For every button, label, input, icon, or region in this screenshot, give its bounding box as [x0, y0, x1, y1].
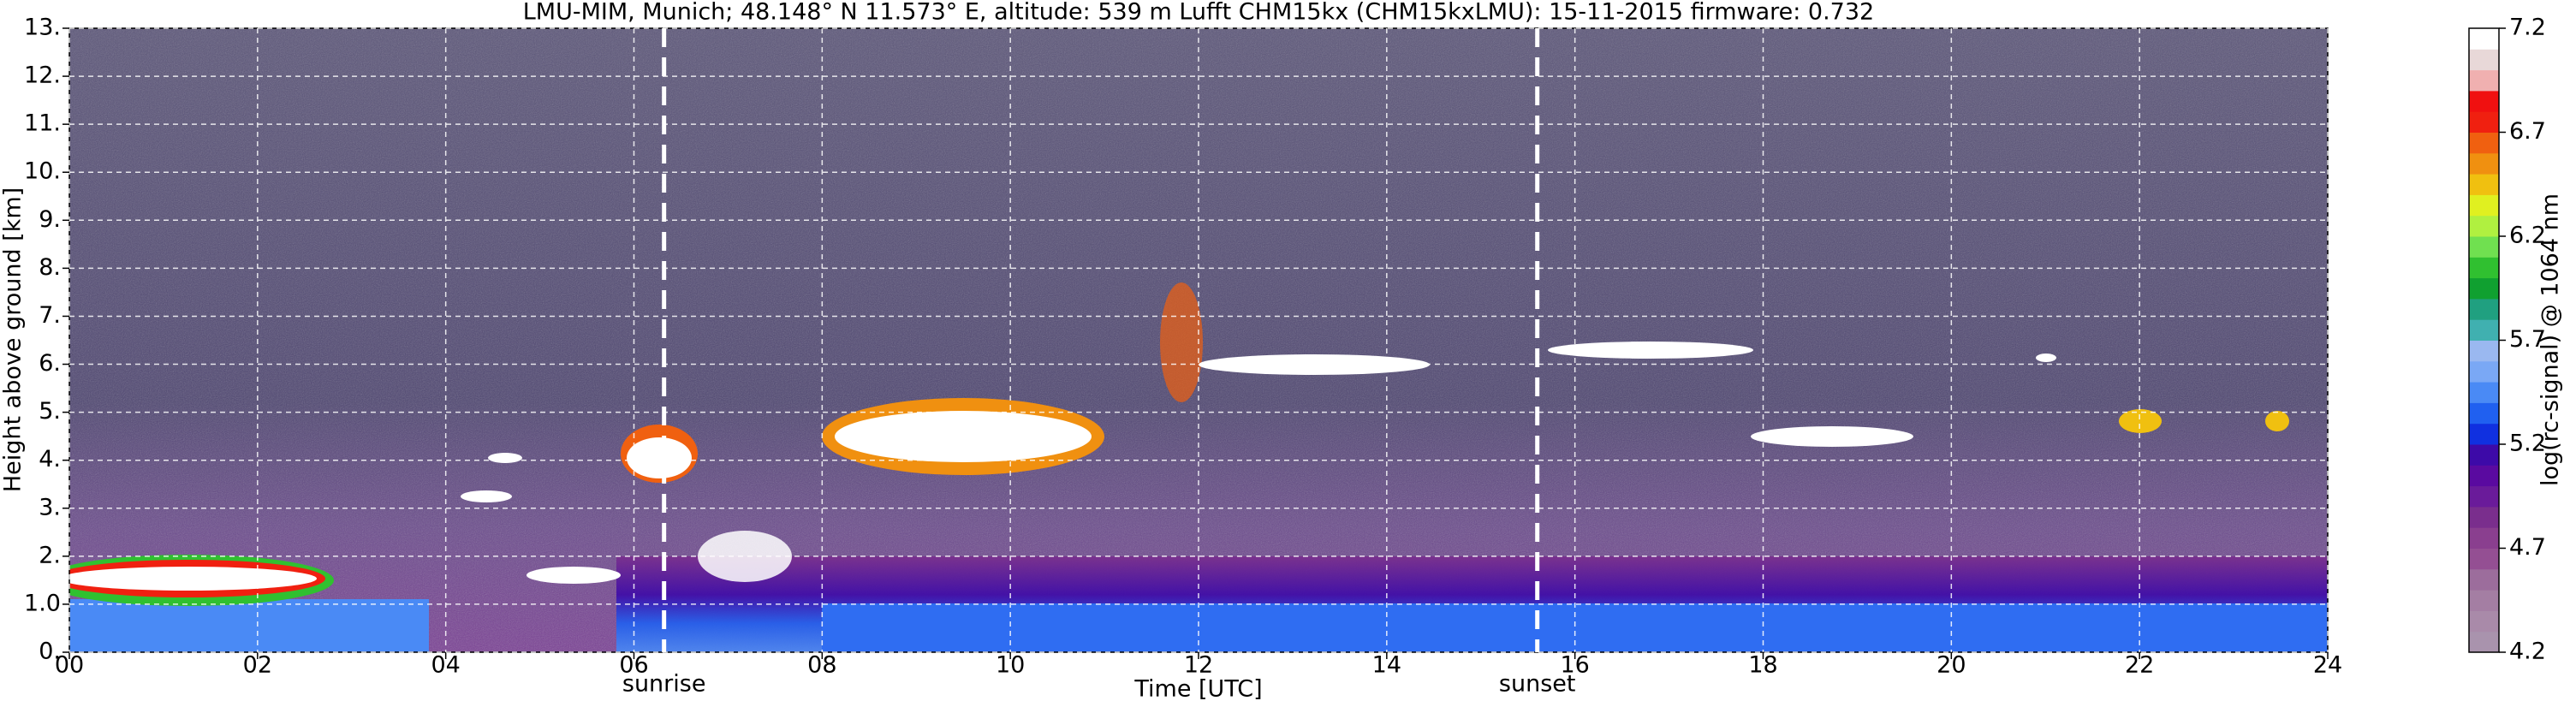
decor [835, 411, 1092, 462]
colorbar-level [2469, 236, 2499, 258]
y-axis-label: Height above ground [km] [0, 187, 27, 492]
decor [627, 437, 692, 478]
y-tick-label: 9. [39, 206, 61, 233]
x-tick-label: 14 [1372, 652, 1401, 679]
colorbar-tick-label: 4.2 [2509, 639, 2546, 665]
colorbar-level [2469, 49, 2499, 71]
colorbar-level [2469, 360, 2499, 383]
colorbar-level [2469, 174, 2499, 195]
x-tick-label: 20 [1936, 652, 1966, 679]
x-tick-label: 00 [55, 652, 84, 679]
x-tick-label: 24 [2313, 652, 2342, 679]
decor [488, 453, 522, 463]
decor [69, 567, 317, 591]
decor [698, 531, 792, 582]
y-tick-label: 5. [39, 398, 61, 425]
y-tick-label: 0. [39, 639, 61, 665]
colorbar-level [2469, 111, 2499, 133]
y-tick-label: 3. [39, 494, 61, 520]
colorbar-label: log(rc-signal) @ 1064 nm [2537, 193, 2564, 486]
x-tick-label: 18 [1748, 652, 1777, 679]
y-tick-label: 13. [24, 15, 61, 41]
colorbar-level [2469, 610, 2499, 633]
decor [1548, 342, 1753, 359]
colorbar-level [2469, 28, 2499, 50]
y-tick-label: 4. [39, 446, 61, 472]
plot-field [69, 28, 2328, 652]
y-tick-label: 11. [24, 110, 61, 137]
colorbar-level [2469, 527, 2499, 549]
colorbar-level [2469, 590, 2499, 611]
decor [2265, 411, 2289, 431]
colorbar-level [2469, 257, 2499, 279]
x-tick-label: 16 [1560, 652, 1589, 679]
colorbar-level [2469, 548, 2499, 570]
colorbar-level [2469, 340, 2499, 362]
colorbar-level [2469, 631, 2499, 653]
y-tick-label: 12. [24, 62, 61, 89]
x-tick-label: 10 [996, 652, 1025, 679]
decor [2119, 409, 2162, 433]
decor [527, 567, 621, 584]
x-tick-label: 06 [619, 652, 648, 679]
colorbar-level [2469, 215, 2499, 237]
x-tick-label: 08 [807, 652, 836, 679]
colorbar-level [2469, 319, 2499, 341]
colorbar-tick-label: 5.2 [2509, 431, 2546, 457]
y-tick-label: 1.0 [24, 590, 61, 616]
decor [2036, 354, 2056, 362]
x-tick-label: 12 [1184, 652, 1213, 679]
y-tick-label: 10. [24, 158, 61, 185]
colorbar-level [2469, 568, 2499, 591]
colorbar-level [2469, 132, 2499, 154]
colorbar-tick-label: 5.7 [2509, 326, 2546, 353]
x-tick-label: 22 [2125, 652, 2154, 679]
colorbar-level [2469, 194, 2499, 217]
marker-label: sunrise [622, 671, 706, 698]
y-tick-label: 2. [39, 542, 61, 568]
colorbar-tick-label: 6.2 [2509, 223, 2546, 249]
decor [461, 490, 512, 502]
chart-title: LMU-MIM, Munich; 48.148° N 11.573° E, al… [523, 0, 1874, 26]
decor [69, 599, 429, 652]
x-tick-label: 04 [431, 652, 460, 679]
colorbar-level [2469, 402, 2499, 425]
y-tick-label: 6. [39, 350, 61, 377]
colorbar-tick-label: 4.7 [2509, 534, 2546, 561]
colorbar-level [2469, 69, 2499, 92]
marker-label: sunset [1499, 671, 1576, 698]
colorbar-level [2469, 465, 2499, 487]
colorbar-level [2469, 444, 2499, 466]
colorbar-level [2469, 382, 2499, 403]
colorbar-level [2469, 277, 2499, 300]
decor [1751, 426, 1913, 447]
colorbar-level [2469, 90, 2499, 112]
x-tick-label: 02 [243, 652, 272, 679]
colorbar-tick-label: 6.7 [2509, 118, 2546, 145]
colorbar-level [2469, 506, 2499, 528]
colorbar-level [2469, 485, 2499, 508]
colorbar-level [2469, 298, 2499, 320]
colorbar-tick-label: 7.2 [2509, 15, 2546, 41]
colorbar-level [2469, 152, 2499, 175]
y-tick-label: 8. [39, 254, 61, 281]
y-tick-label: 7. [39, 302, 61, 329]
decor [1160, 282, 1203, 402]
colorbar-level [2469, 423, 2499, 445]
x-axis-label: Time [UTC] [1133, 676, 1262, 703]
